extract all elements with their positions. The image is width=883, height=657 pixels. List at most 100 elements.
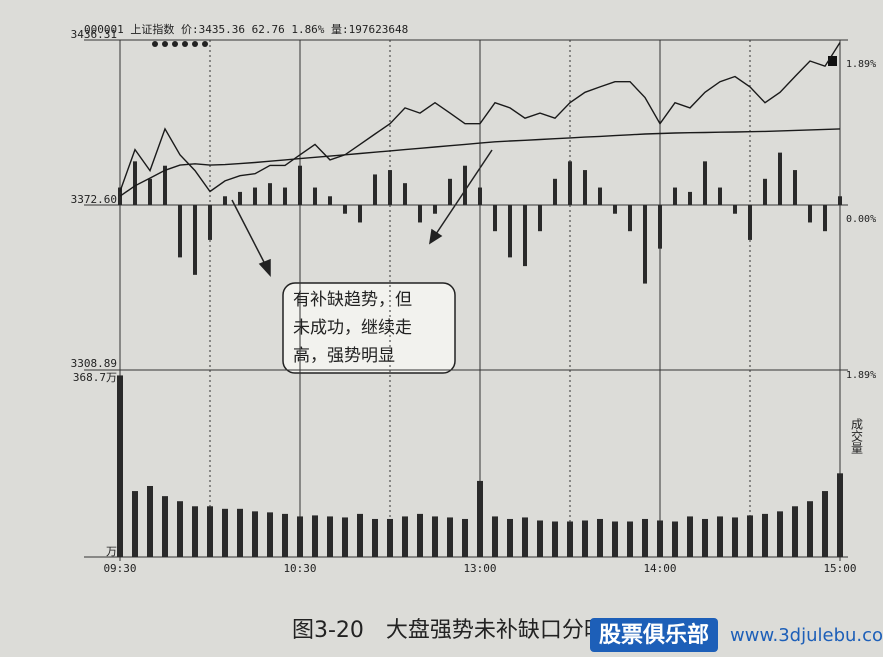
bar (417, 513, 423, 557)
annotation-box (282, 282, 456, 374)
bar (568, 161, 572, 205)
bar (312, 515, 318, 557)
bar (237, 508, 243, 557)
annotation-text: 高，强势明显 (293, 346, 395, 366)
bar (657, 520, 663, 557)
price-line (119, 128, 841, 197)
bar (658, 205, 662, 249)
bar (372, 518, 378, 557)
bar (538, 205, 542, 232)
bar (357, 513, 363, 557)
annotation-text: 有补缺趋势，但 (293, 290, 412, 310)
bar (118, 187, 122, 205)
bar (672, 521, 678, 557)
bar (132, 491, 138, 557)
bar (508, 205, 512, 258)
bar (703, 161, 707, 205)
bar (133, 161, 137, 205)
x-tick-label: 15:00 (823, 562, 856, 575)
bar (207, 506, 213, 557)
watermark-url: www.3djulebu.com (730, 625, 883, 646)
bar (583, 170, 587, 205)
bar (208, 205, 212, 240)
bar (778, 152, 782, 205)
bar (252, 511, 258, 557)
watermark-logo-box (590, 618, 718, 652)
bar (777, 511, 783, 557)
bar (117, 375, 123, 557)
bar (553, 178, 557, 205)
y-tick-label: 万 (106, 545, 117, 558)
watermark-logo: 股票俱乐部 (599, 622, 709, 648)
bar (418, 205, 422, 223)
bar (388, 170, 392, 205)
bar (477, 480, 483, 557)
bar (687, 516, 693, 557)
bar (282, 513, 288, 557)
bar (268, 183, 272, 205)
bar (478, 187, 482, 205)
bar (147, 485, 153, 557)
y-tick-label: 368.7万 (73, 371, 117, 384)
price-line (119, 42, 841, 193)
y2-tick-label: 1.89% (846, 59, 876, 70)
bar (628, 205, 632, 232)
bar (238, 191, 242, 205)
bar (387, 518, 393, 557)
bar (793, 170, 797, 205)
bar (433, 205, 437, 214)
x-tick-label: 13:00 (463, 562, 496, 575)
bar (732, 517, 738, 557)
bar (612, 521, 618, 557)
bar (403, 183, 407, 205)
bar (447, 517, 453, 557)
bar (808, 205, 812, 223)
bar (598, 187, 602, 205)
x-tick-label: 09:30 (103, 562, 136, 575)
bar (432, 516, 438, 557)
caption: 图3-20 大盘强势未补缺口分时图 (292, 618, 628, 643)
bar (222, 508, 228, 557)
y-tick-label: 3308.89 (71, 357, 117, 370)
bar (402, 516, 408, 557)
end-marker (828, 56, 837, 66)
y2-tick-label: 1.89% (846, 370, 876, 381)
bar (328, 196, 332, 205)
bar (733, 205, 737, 214)
bar (627, 521, 633, 557)
chart-title: 000001 上证指数 价:3435.36 62.76 1.86% 量:1976… (84, 22, 408, 36)
bar (823, 205, 827, 232)
bar (567, 521, 573, 557)
y-tick-label: 3436.31 (71, 28, 117, 41)
bar (267, 512, 273, 557)
bar (373, 174, 377, 205)
bar (643, 205, 647, 284)
bar (507, 518, 513, 557)
y-axis-label: 成交量 (850, 418, 864, 454)
y2-tick-label: 0.00% (846, 214, 876, 225)
bar (463, 165, 467, 205)
bar (493, 205, 497, 232)
bar (792, 506, 798, 557)
bar (837, 473, 843, 557)
bar (192, 506, 198, 557)
bar (283, 187, 287, 205)
bar (702, 518, 708, 557)
bar (148, 178, 152, 205)
bar (342, 517, 348, 557)
x-tick-label: 10:30 (283, 562, 316, 575)
bar (223, 196, 227, 205)
bar (762, 513, 768, 557)
bar (763, 178, 767, 205)
markers (152, 41, 208, 47)
bar (537, 520, 543, 557)
bar (642, 518, 648, 557)
bar (582, 520, 588, 557)
bar (613, 205, 617, 214)
bar (597, 518, 603, 557)
bar (688, 191, 692, 205)
bar (253, 187, 257, 205)
bar (717, 516, 723, 557)
bar (673, 187, 677, 205)
